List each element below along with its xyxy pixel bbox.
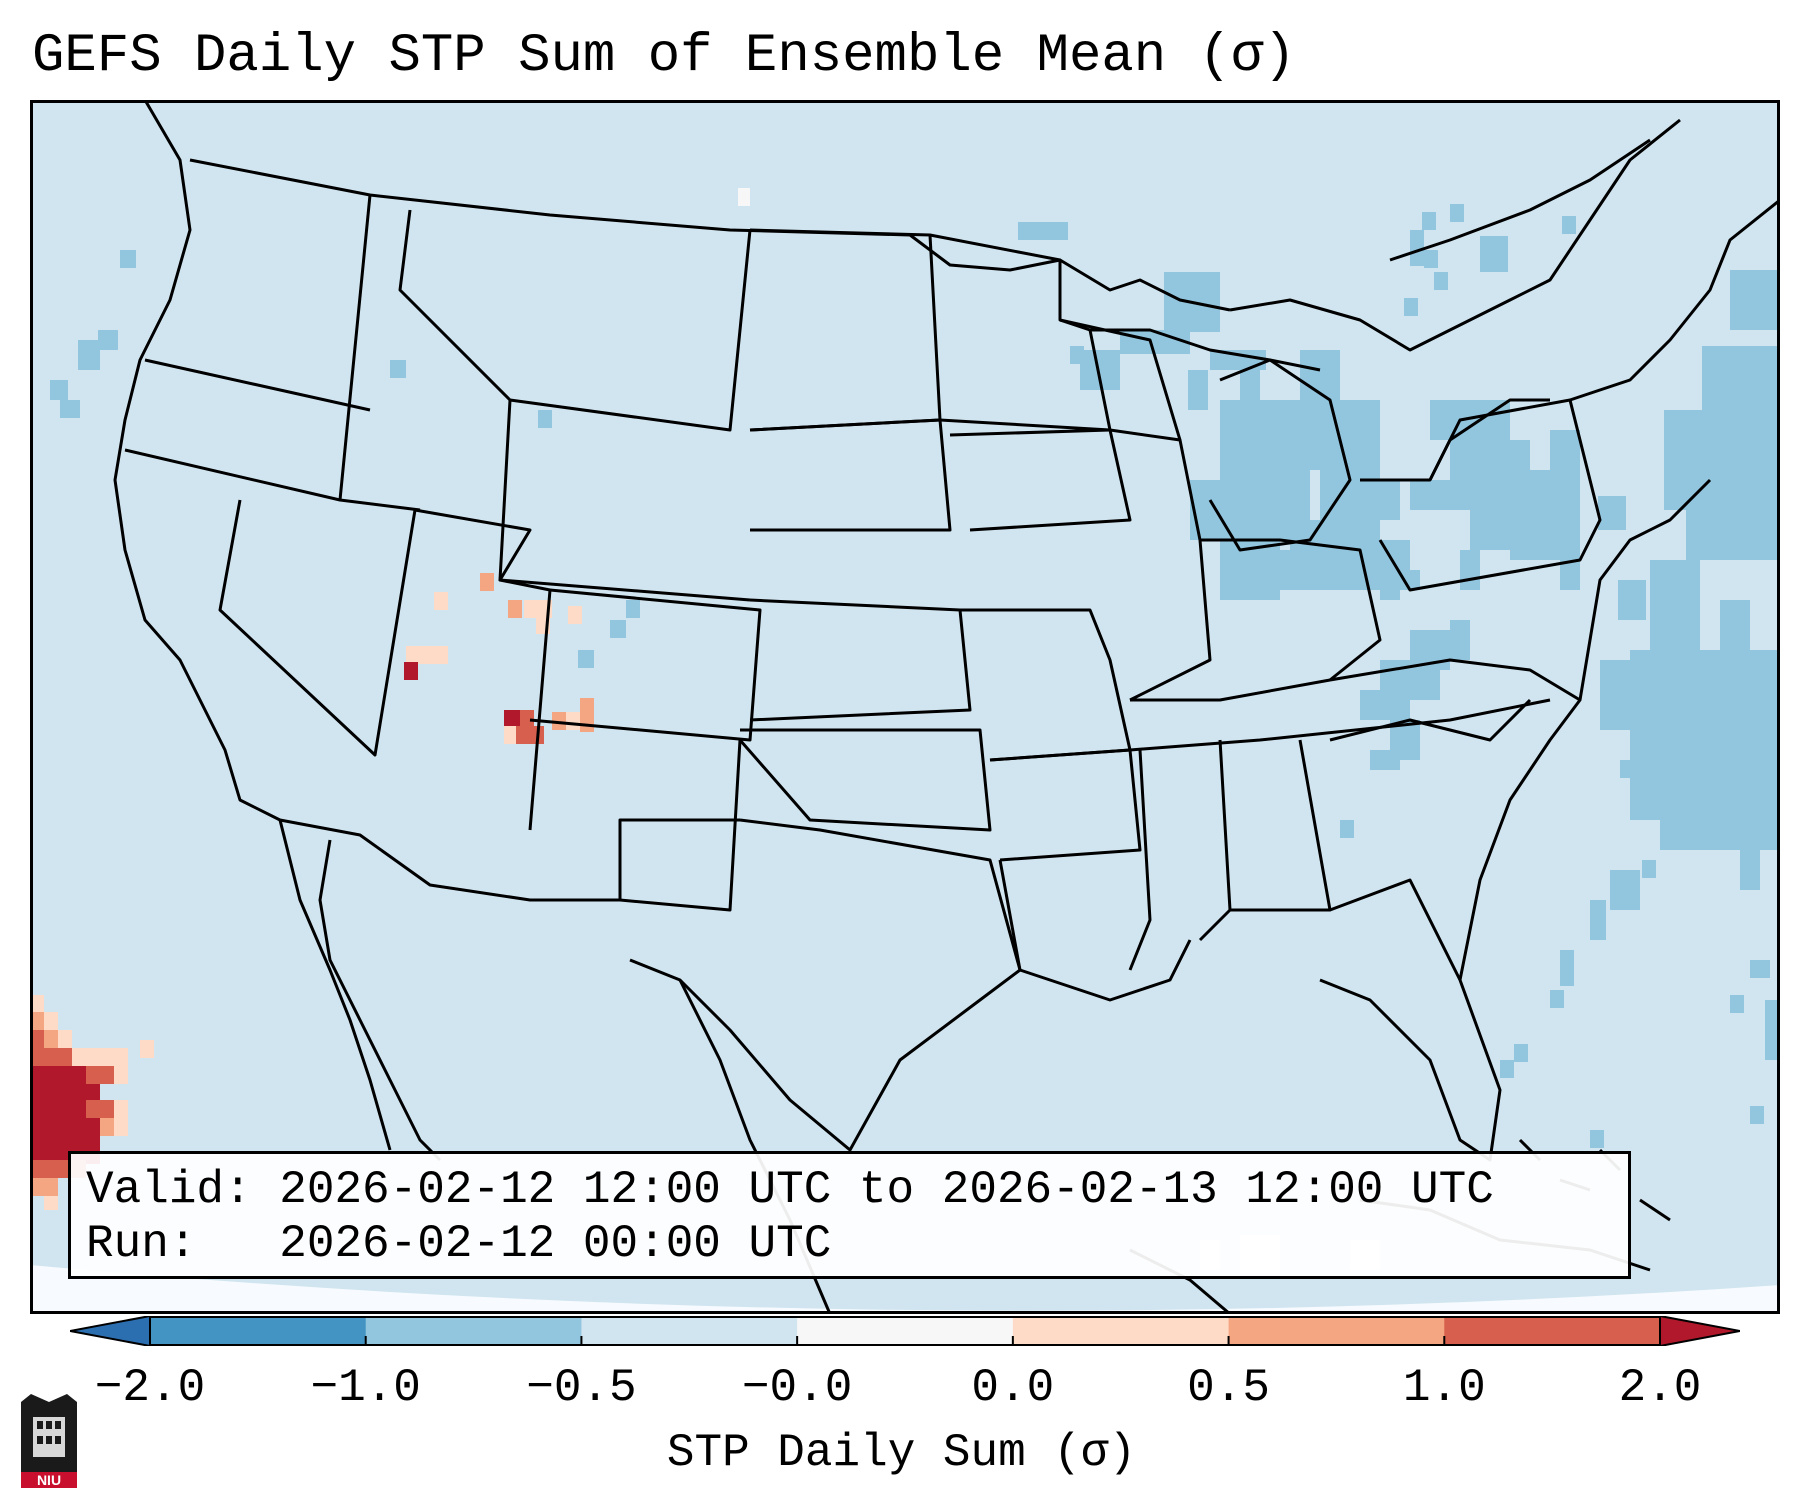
positive-anomaly-cells (30, 573, 594, 1210)
boundary-lines (113, 100, 1780, 1314)
colorbar-segment (581, 1317, 798, 1345)
nv-border (218, 499, 417, 757)
niu-logo: NIU (21, 1394, 77, 1488)
colorbar-segment (1228, 1317, 1445, 1345)
colorbar-label: STP Daily Sum (σ) (666, 1427, 1137, 1479)
ne-ks (749, 598, 972, 722)
lake-shore-2 (1360, 398, 1550, 482)
map-panel (30, 100, 1780, 1314)
mexico-west (278, 819, 392, 1151)
canada-east (1229, 118, 1681, 352)
run-time-text: Run: 2026-02-12 00:00 UTC (86, 1218, 832, 1270)
ky-tn (1130, 658, 1581, 702)
ks-ok (738, 728, 992, 832)
ar-la (989, 748, 1142, 862)
az-nm-border (279, 739, 742, 912)
tn-south (1129, 698, 1551, 752)
colorbar (70, 1316, 1740, 1346)
new-england (1569, 198, 1780, 402)
pa-ny (1378, 398, 1602, 592)
id-border (338, 194, 421, 512)
map-title: GEFS Daily STP Sum of Ensemble Mean (σ) (32, 26, 1296, 87)
colorbar-tick-label: −0.0 (741, 1362, 853, 1414)
colorbar-segment (150, 1317, 367, 1345)
logo-text: NIU (37, 1472, 61, 1488)
colorbar-segment (1012, 1317, 1230, 1345)
tx-outline (629, 818, 1022, 1152)
ia-mo (939, 418, 1132, 532)
or-ca-border (124, 448, 341, 502)
colorbar-segments (150, 1317, 1661, 1345)
colorbar-tick-label: −0.5 (526, 1362, 637, 1414)
valid-run-info-box: Valid: 2026-02-12 12:00 UTC to 2026-02-1… (68, 1151, 1631, 1279)
canada-border (189, 158, 1231, 312)
st-lawrence (1389, 138, 1651, 262)
colorbar-max-extension (1659, 1316, 1740, 1346)
colorbar-tick-label: 0.0 (971, 1362, 1055, 1414)
wa-or-border (144, 358, 371, 412)
wi-mi (1059, 318, 1182, 441)
coastline-west (113, 100, 281, 822)
baja (318, 839, 442, 1162)
colorbar-segment (797, 1317, 1014, 1345)
colorbar-tick-label: −2.0 (94, 1362, 206, 1414)
oh-in (1200, 538, 1382, 682)
co-border (529, 588, 762, 742)
colorbar-segment (365, 1317, 582, 1345)
colorbar-tick-label: 2.0 (1618, 1362, 1702, 1414)
wy-border (498, 399, 751, 602)
nm-tx-border (618, 818, 740, 900)
map-frame (30, 100, 1780, 1314)
sd-ne (749, 418, 952, 532)
valid-time-text: Valid: 2026-02-12 12:00 UTC to 2026-02-1… (86, 1164, 1494, 1216)
mn-ia (929, 233, 1112, 437)
colorbar-min-extension (70, 1316, 151, 1346)
east-coast (1458, 478, 1712, 981)
colorbar-tick-label: 0.5 (1187, 1362, 1270, 1414)
la-gulf (998, 859, 1192, 1002)
ms-al (1128, 749, 1152, 971)
colorbar-tick-label: 1.0 (1402, 1362, 1486, 1414)
sc-nc (1329, 698, 1532, 742)
colorbar-segment (1444, 1317, 1661, 1345)
colorbar-tick-label: −1.0 (310, 1362, 421, 1414)
colorbar-outline (149, 1316, 1661, 1346)
lake-shore-1 (1090, 328, 1321, 372)
